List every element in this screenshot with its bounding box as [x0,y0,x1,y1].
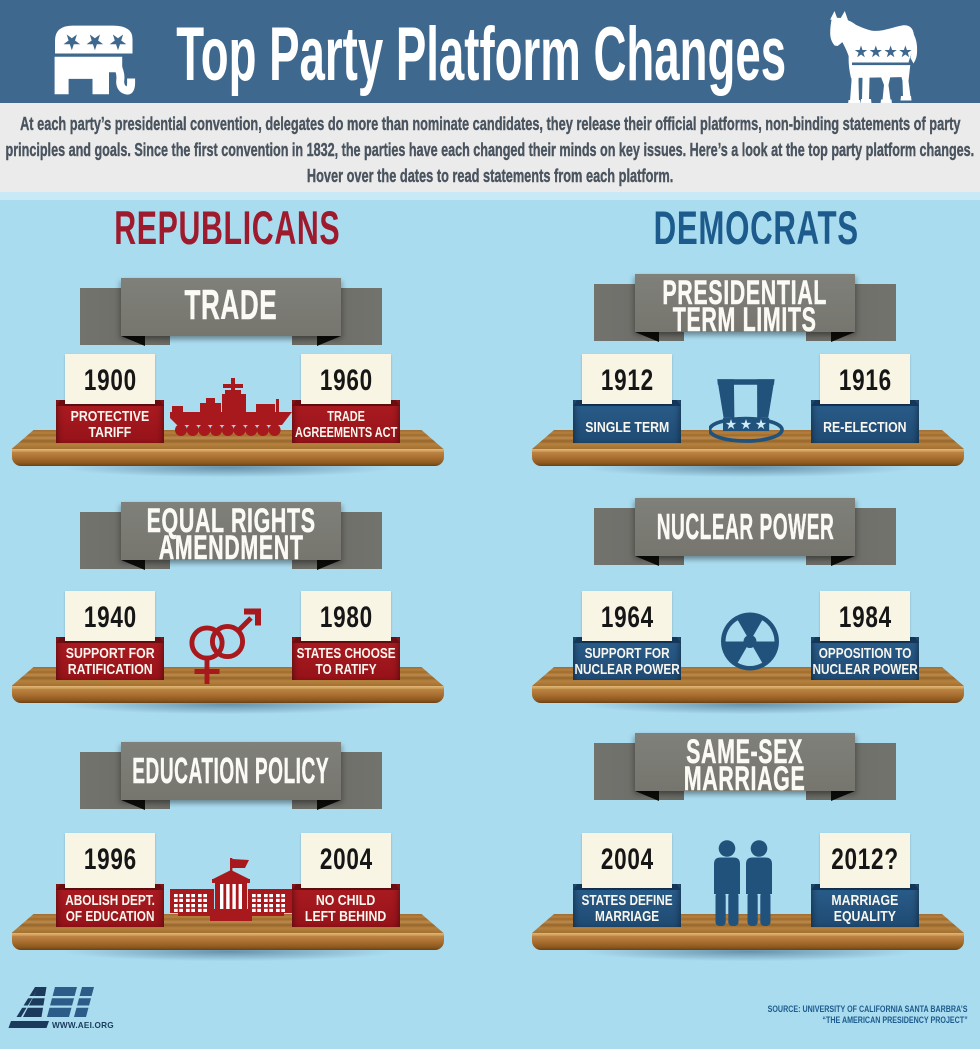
svg-text:WWW.AEI.ORG: WWW.AEI.ORG [52,1021,114,1030]
